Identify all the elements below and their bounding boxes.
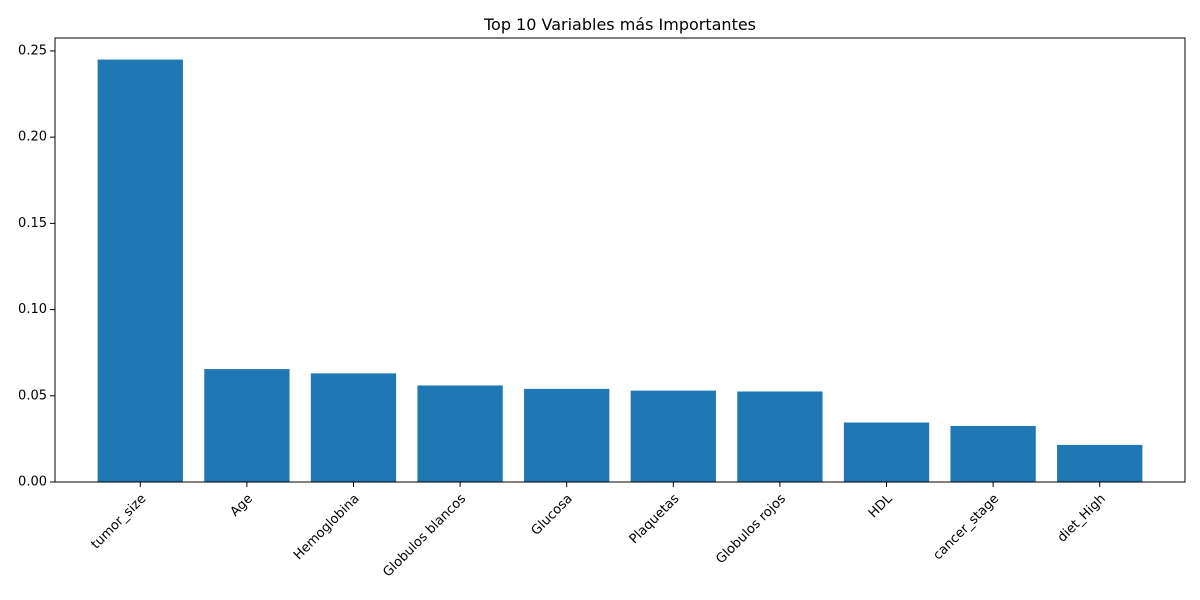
x-tick-label: Age	[228, 491, 256, 519]
bar-age	[204, 369, 290, 482]
x-tick-label: Glucosa	[529, 491, 576, 538]
bar-hemoglobina	[310, 373, 397, 482]
bar-glucosa	[524, 388, 610, 482]
x-tick-label: Hemoglobina	[291, 491, 363, 563]
x-tick-label: cancer_stage	[930, 491, 1002, 563]
x-tick-label: HDL	[866, 491, 896, 521]
x-tick-label: Plaquetas	[627, 491, 683, 547]
y-tick-label: 0.05	[18, 388, 47, 403]
bar-plaquetas	[630, 390, 716, 482]
x-tick-label: tumor_size	[89, 491, 150, 552]
y-tick-label: 0.10	[18, 302, 47, 317]
bar-tumor-size	[97, 59, 183, 482]
x-tick-label: diet_High	[1055, 491, 1109, 545]
bar-globulos-blancos	[417, 385, 503, 482]
chart-title: Top 10 Variables más Importantes	[483, 15, 756, 34]
bar-hdl	[843, 422, 930, 482]
y-axis: 0.00 0.05 0.10 0.15 0.20 0.25	[18, 43, 55, 490]
x-tick-label: Globulos rojos	[713, 491, 789, 567]
y-tick-label: 0.20	[18, 130, 47, 145]
x-tick-label: Globulos blancos	[380, 491, 469, 580]
bar-cancer-stage	[950, 425, 1036, 482]
y-tick-label: 0.15	[18, 216, 47, 231]
plot-frame	[54, 37, 1186, 483]
bar-diet-high	[1057, 444, 1143, 482]
x-axis: tumor_size Age Hemoglobina Globulos blancos…	[89, 482, 1109, 580]
bars-group	[97, 59, 1143, 482]
y-tick-label: 0.00	[18, 475, 47, 490]
y-tick-label: 0.25	[18, 43, 47, 58]
bar-globulos-rojos	[737, 391, 823, 482]
